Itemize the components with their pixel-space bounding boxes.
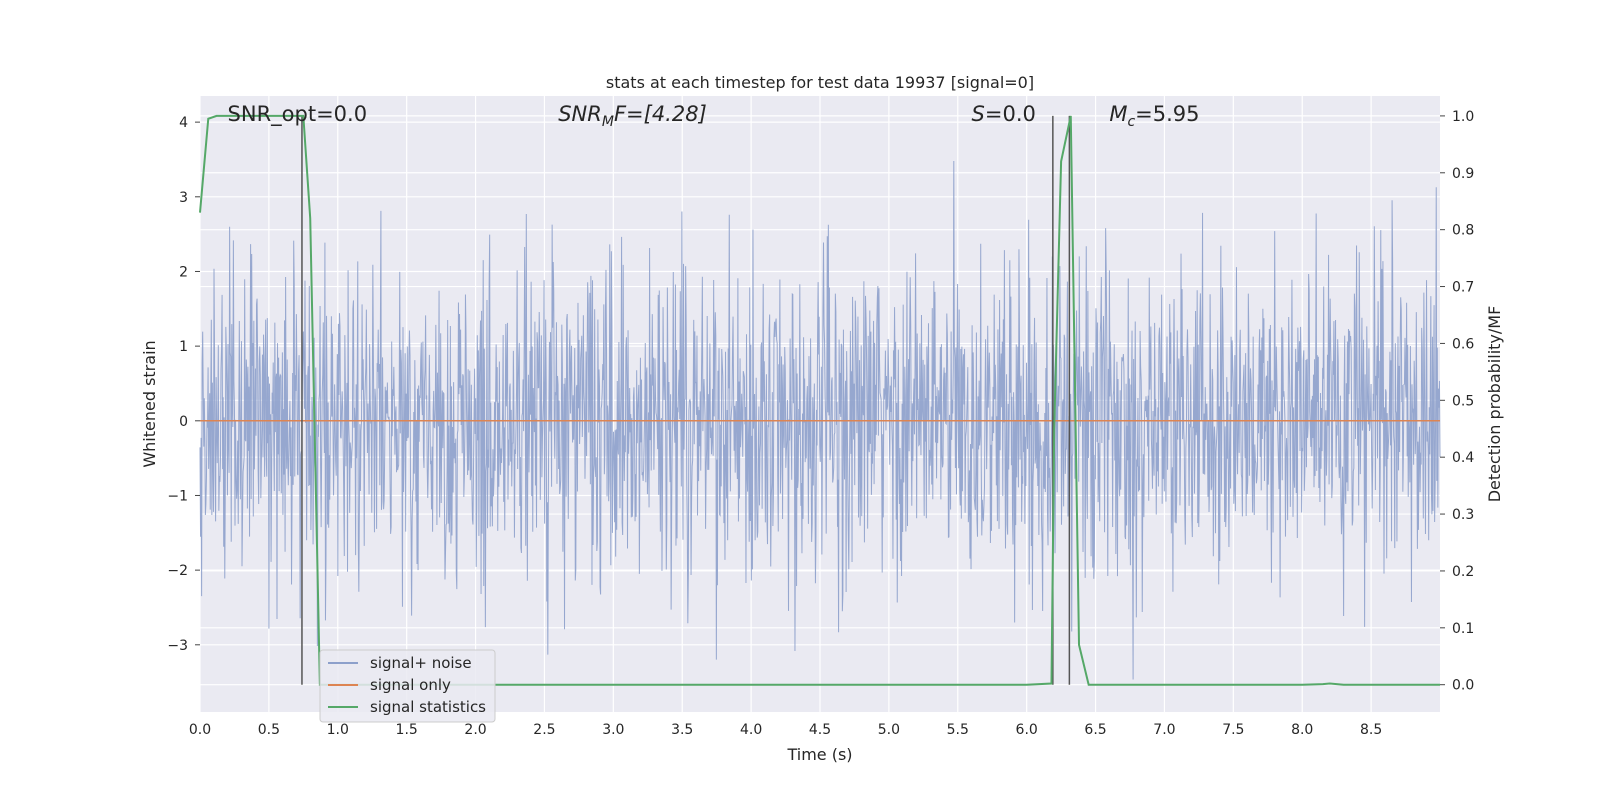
x-tick-labels: 0.0 0.5 1.0 1.5 2.0 2.5 3.0 3.5 4.0 4.5 5.0 5.5 6.0 6… [189,722,1382,738]
y2-axis-label: Detection probability/MF [1485,306,1504,503]
x-tick-label: 8.5 [1360,722,1382,738]
chart-title: stats at each timestep for test data 199… [606,73,1034,92]
annotation-snr-mf-sub: M [602,114,614,130]
annotation-snr-mf-base: SNR [558,102,602,126]
y2-tick-label: 0.7 [1452,280,1474,296]
series-signal-noise [199,160,1441,680]
annotation-mc: Mc=5.95 [1109,102,1199,130]
y-tick-label: 2 [179,264,188,280]
y-tick-label: 4 [179,115,188,131]
annotation-mc-base: M [1109,102,1127,126]
x-tick-label: 6.5 [1084,722,1106,738]
y-tick-label: 0 [179,414,188,430]
annotation-snr-mf-rest: F=[4.28] [614,102,707,126]
x-tick-label: 1.5 [396,722,418,738]
x-tick-label: 6.0 [1016,722,1038,738]
y2-tick-label: 0.2 [1452,564,1474,580]
legend: signal+ noise signal only signal statist… [319,649,496,723]
x-tick-label: 4.5 [809,722,831,738]
y2-tick-label: 0.0 [1452,678,1474,694]
legend-label-signal-statistics: signal statistics [370,698,486,716]
y2-tick-label: 1.0 [1452,109,1474,125]
x-tick-label: 2.5 [533,722,555,738]
y-tick-label: −3 [167,638,188,654]
legend-label-signal-only: signal only [370,676,451,694]
x-tick-label: 1.0 [327,722,349,738]
legend-label-signal-noise: signal+ noise [370,654,472,672]
x-tick-label: 3.0 [602,722,624,738]
annotation-s-stat-base: S [972,102,985,126]
x-tick-label: 5.0 [878,722,900,738]
x-tick-label: 2.0 [464,722,486,738]
x-tick-label: 0.5 [258,722,280,738]
x-tick-label: 5.5 [947,722,969,738]
y2-tick-label: 0.4 [1452,450,1474,466]
x-tick-label: 7.0 [1153,722,1175,738]
x-tick-label: 7.5 [1222,722,1244,738]
series-line-signal-statistics [199,114,1440,686]
y-tick-labels: −3 −2 −1 0 1 2 3 4 [167,115,200,654]
x-tick-label: 0.0 [189,722,211,738]
legend-box [319,649,496,723]
y2-tick-label: 0.9 [1452,166,1474,182]
y2-tick-labels: 0.0 0.1 0.2 0.3 0.4 0.5 0.6 0.7 0.8 0.9 1.0 [1440,109,1474,694]
y2-tick-label: 0.1 [1452,621,1474,637]
y2-tick-label: 0.8 [1452,223,1474,239]
x-axis-label: Time (s) [786,745,852,764]
annotation-mc-sub: c [1127,114,1135,130]
annotation-snr-opt: SNR_opt=0.0 [228,102,368,127]
y2-tick-label: 0.3 [1452,507,1474,523]
x-tick-label: 3.5 [671,722,693,738]
annotation-mc-rest: =5.95 [1135,102,1199,126]
annotation-snr-mf: SNRMF=[4.28] [558,102,707,130]
y-axis-label: Whitened strain [140,340,159,467]
series-signal-statistics [199,114,1440,686]
series-line-signal-noise [199,160,1441,680]
annotation-s-stat-rest: =0.0 [985,102,1036,126]
y-tick-label: 3 [179,190,188,206]
y2-tick-label: 0.6 [1452,336,1474,352]
x-tick-label: 4.0 [740,722,762,738]
x-tick-label: 8.0 [1291,722,1313,738]
y-tick-label: −2 [167,563,188,579]
y-tick-label: −1 [167,488,188,504]
y2-tick-label: 0.5 [1452,393,1474,409]
y-tick-label: 1 [179,339,188,355]
annotation-s-stat: S=0.0 [972,102,1036,126]
annotations: SNR_opt=0.0 SNRMF=[4.28] S=0.0 Mc=5.95 [228,102,1200,130]
